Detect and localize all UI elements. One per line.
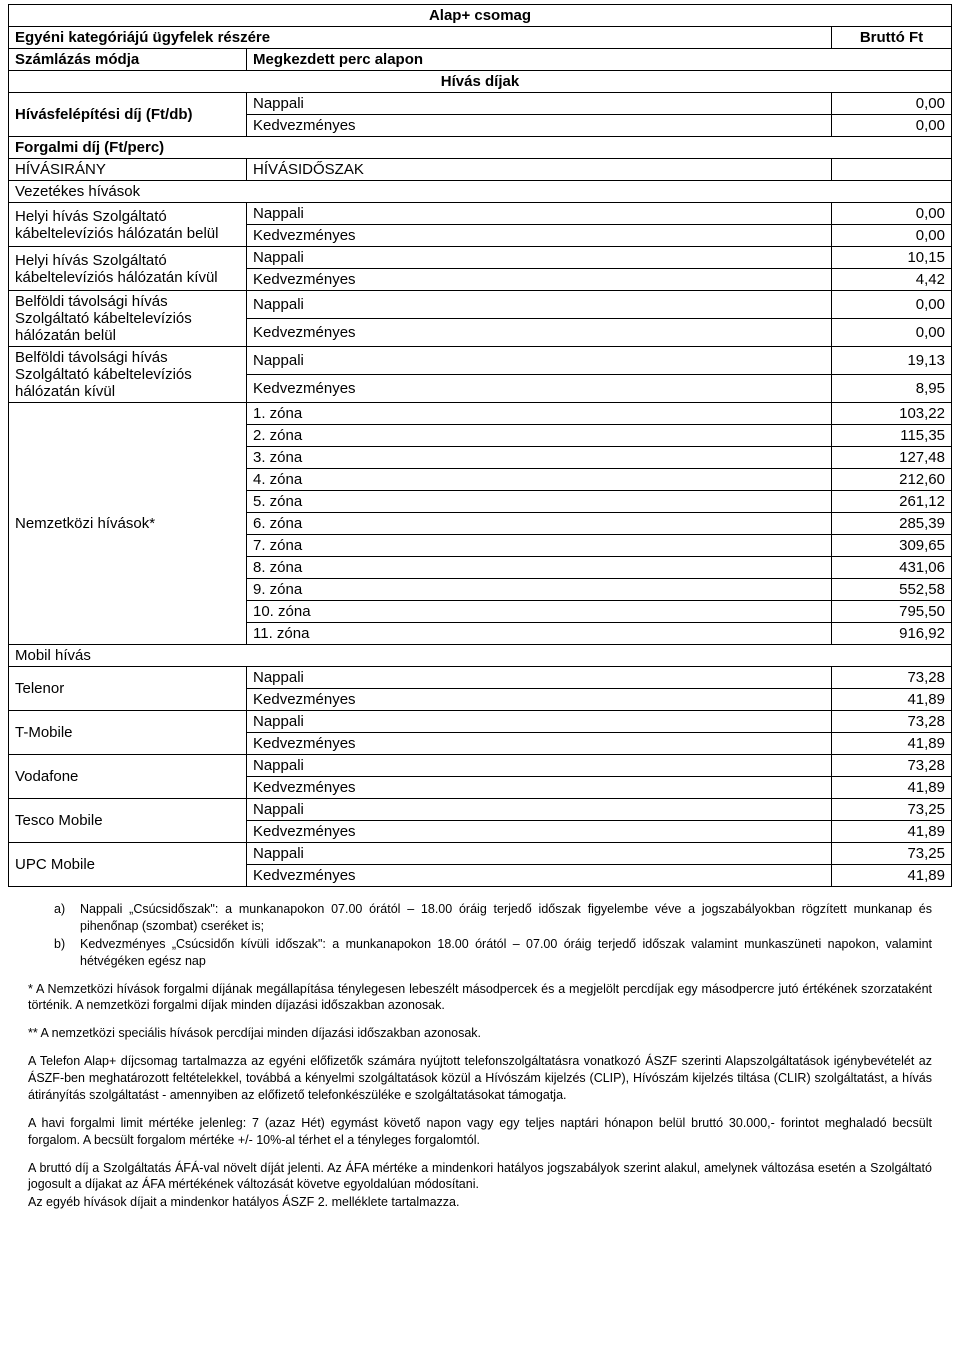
note-p4: Az egyéb hívások díjait a mindenkor hatá… <box>28 1194 932 1211</box>
zone-value: 795,50 <box>832 601 952 623</box>
zone-label: 10. zóna <box>247 601 832 623</box>
note-a: a) Nappali „Csúcsidőszak": a munkanapoko… <box>54 901 932 935</box>
note-p3: A bruttó díj a Szolgáltatás ÁFÁ-val növe… <box>28 1160 932 1194</box>
note-text: Nappali „Csúcsidőszak": a munkanapokon 0… <box>80 901 932 935</box>
note-star: * A Nemzetközi hívások forgalmi díjának … <box>28 981 932 1015</box>
mobile-disc-value: 41,89 <box>832 777 952 799</box>
mobile-name: UPC Mobile <box>9 843 247 887</box>
domestic-outside-disc-label: Kedvezményes <box>247 375 832 403</box>
local-outside-day-value: 10,15 <box>832 247 952 269</box>
mobile-day-label: Nappali <box>247 843 832 865</box>
mobile-disc-label: Kedvezményes <box>247 821 832 843</box>
mobile-day-label: Nappali <box>247 667 832 689</box>
period-label: HÍVÁSIDŐSZAK <box>247 159 832 181</box>
mobile-disc-value: 41,89 <box>832 689 952 711</box>
zone-value: 261,12 <box>832 491 952 513</box>
setup-disc-value: 0,00 <box>832 115 952 137</box>
setup-day-label: Nappali <box>247 93 832 115</box>
local-outside-label: Helyi hívás Szolgáltató kábeltelevíziós … <box>9 247 247 291</box>
zone-label: 3. zóna <box>247 447 832 469</box>
mobile-day-value: 73,28 <box>832 667 952 689</box>
mobile-disc-value: 41,89 <box>832 733 952 755</box>
note-marker: a) <box>54 901 80 935</box>
direction-label: HÍVÁSIRÁNY <box>9 159 247 181</box>
setup-day-value: 0,00 <box>832 93 952 115</box>
billing-label: Számlázás módja <box>9 49 247 71</box>
mobile-disc-label: Kedvezményes <box>247 733 832 755</box>
local-inside-day-label: Nappali <box>247 203 832 225</box>
domestic-inside-day-value: 0,00 <box>832 291 952 319</box>
setup-disc-label: Kedvezményes <box>247 115 832 137</box>
zone-value: 431,06 <box>832 557 952 579</box>
zone-label: 4. zóna <box>247 469 832 491</box>
note-marker: b) <box>54 936 80 970</box>
note-star2: ** A nemzetközi speciális hívások percdí… <box>28 1025 932 1042</box>
domestic-inside-day-label: Nappali <box>247 291 832 319</box>
mobile-name: Vodafone <box>9 755 247 799</box>
zone-value: 115,35 <box>832 425 952 447</box>
zone-label: 9. zóna <box>247 579 832 601</box>
note-p1: A Telefon Alap+ díjcsomag tartalmazza az… <box>28 1053 932 1104</box>
zone-label: 1. zóna <box>247 403 832 425</box>
note-b: b) Kedvezményes „Csúcsidőn kívüli idősza… <box>54 936 932 970</box>
local-inside-label: Helyi hívás Szolgáltató kábeltelevíziós … <box>9 203 247 247</box>
local-inside-day-value: 0,00 <box>832 203 952 225</box>
zone-label: 7. zóna <box>247 535 832 557</box>
mobile-name: Telenor <box>9 667 247 711</box>
local-inside-disc-value: 0,00 <box>832 225 952 247</box>
notes-section: a) Nappali „Csúcsidőszak": a munkanapoko… <box>8 901 952 1211</box>
mobile-day-label: Nappali <box>247 755 832 777</box>
setup-fee-label: Hívásfelépítési díj (Ft/db) <box>9 93 247 137</box>
mobile-disc-value: 41,89 <box>832 821 952 843</box>
billing-value: Megkezdett perc alapon <box>247 49 952 71</box>
zone-value: 103,22 <box>832 403 952 425</box>
price-header: Bruttó Ft <box>832 27 952 49</box>
zone-label: 2. zóna <box>247 425 832 447</box>
mobile-name: T-Mobile <box>9 711 247 755</box>
mobile-section: Mobil hívás <box>9 645 952 667</box>
domestic-outside-disc-value: 8,95 <box>832 375 952 403</box>
domestic-inside-disc-label: Kedvezményes <box>247 319 832 347</box>
domestic-outside-day-value: 19,13 <box>832 347 952 375</box>
table-title: Alap+ csomag <box>9 5 952 27</box>
mobile-day-value: 73,25 <box>832 843 952 865</box>
zone-value: 552,58 <box>832 579 952 601</box>
wired-section: Vezetékes hívások <box>9 181 952 203</box>
zone-value: 127,48 <box>832 447 952 469</box>
local-outside-disc-label: Kedvezményes <box>247 269 832 291</box>
traffic-fee-label: Forgalmi díj (Ft/perc) <box>9 137 952 159</box>
local-inside-disc-label: Kedvezményes <box>247 225 832 247</box>
mobile-day-label: Nappali <box>247 711 832 733</box>
mobile-disc-label: Kedvezményes <box>247 689 832 711</box>
subtitle: Egyéni kategóriájú ügyfelek részére <box>9 27 832 49</box>
zone-value: 309,65 <box>832 535 952 557</box>
mobile-disc-value: 41,89 <box>832 865 952 887</box>
domestic-outside-label: Belföldi távolsági hívás Szolgáltató káb… <box>9 347 247 403</box>
mobile-day-value: 73,25 <box>832 799 952 821</box>
zone-value: 285,39 <box>832 513 952 535</box>
mobile-name: Tesco Mobile <box>9 799 247 843</box>
local-outside-day-label: Nappali <box>247 247 832 269</box>
mobile-day-value: 73,28 <box>832 755 952 777</box>
intl-label: Nemzetközi hívások* <box>9 403 247 645</box>
local-outside-disc-value: 4,42 <box>832 269 952 291</box>
zone-value: 212,60 <box>832 469 952 491</box>
call-fees-title: Hívás díjak <box>9 71 952 93</box>
mobile-disc-label: Kedvezményes <box>247 777 832 799</box>
zone-label: 8. zóna <box>247 557 832 579</box>
zone-label: 11. zóna <box>247 623 832 645</box>
domestic-inside-disc-value: 0,00 <box>832 319 952 347</box>
mobile-day-label: Nappali <box>247 799 832 821</box>
note-p2: A havi forgalmi limit mértéke jelenleg: … <box>28 1115 932 1149</box>
mobile-disc-label: Kedvezményes <box>247 865 832 887</box>
note-text: Kedvezményes „Csúcsidőn kívüli időszak":… <box>80 936 932 970</box>
empty-cell <box>832 159 952 181</box>
zone-label: 6. zóna <box>247 513 832 535</box>
zone-value: 916,92 <box>832 623 952 645</box>
zone-label: 5. zóna <box>247 491 832 513</box>
domestic-inside-label: Belföldi távolsági hívás Szolgáltató káb… <box>9 291 247 347</box>
pricing-table: Alap+ csomag Egyéni kategóriájú ügyfelek… <box>8 4 952 887</box>
mobile-day-value: 73,28 <box>832 711 952 733</box>
domestic-outside-day-label: Nappali <box>247 347 832 375</box>
